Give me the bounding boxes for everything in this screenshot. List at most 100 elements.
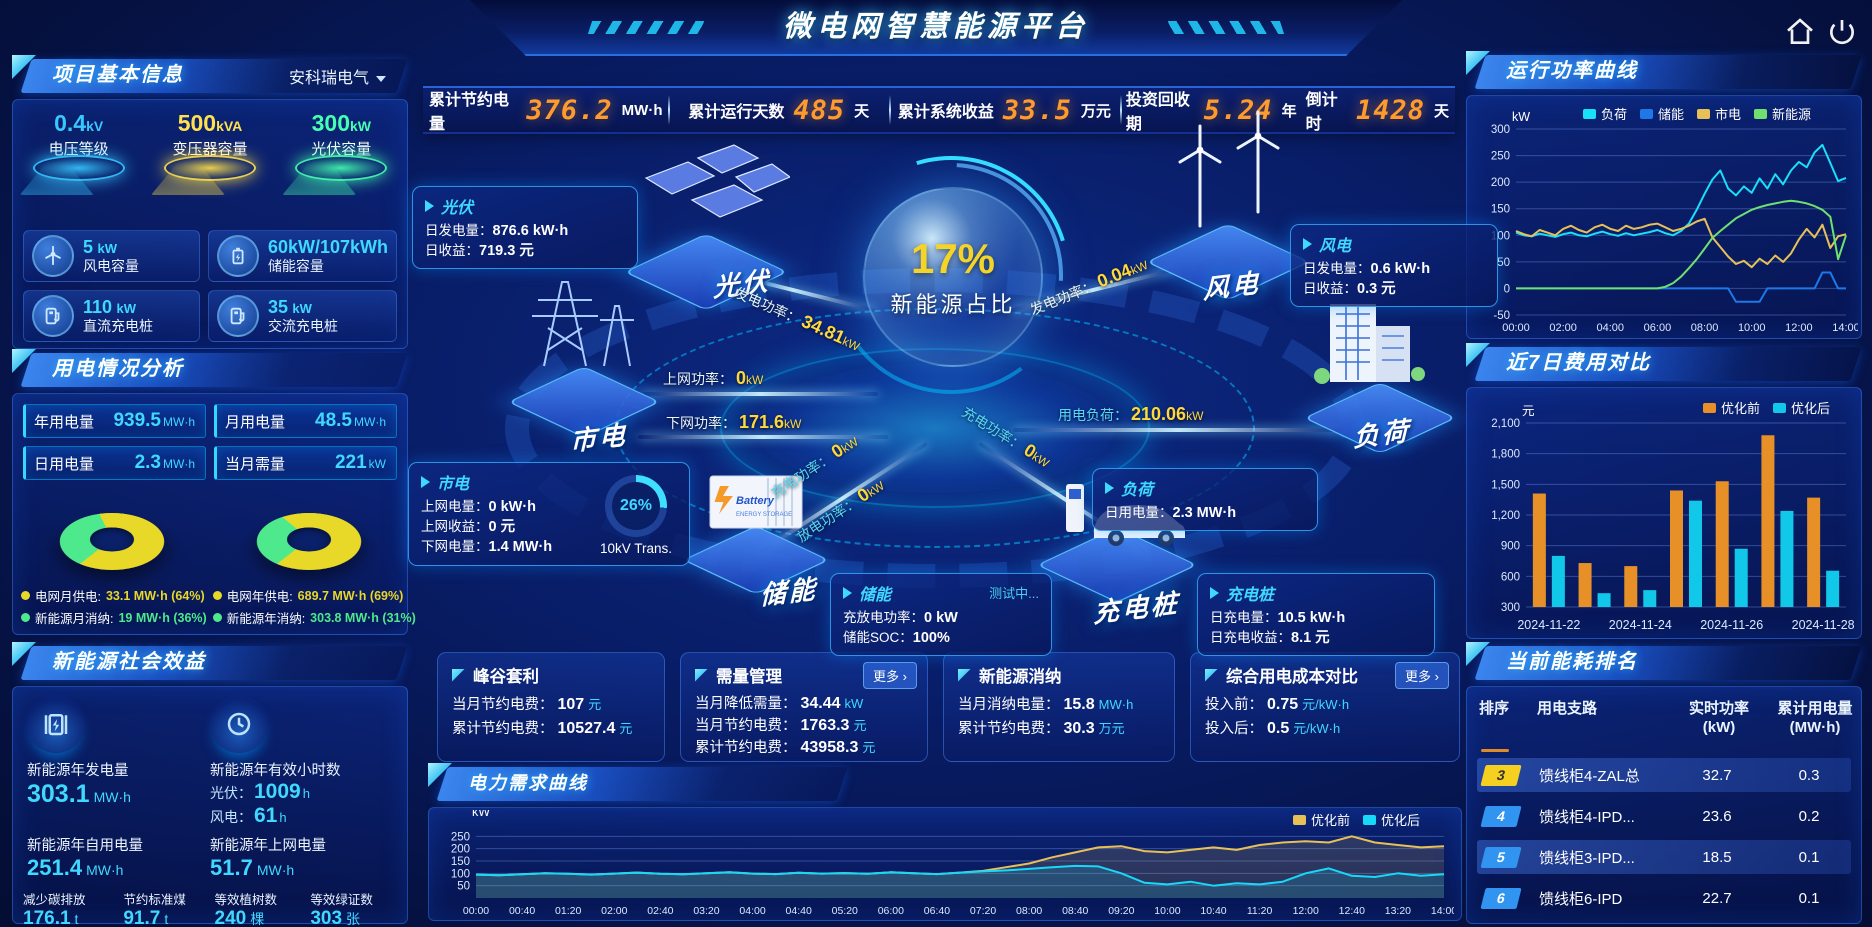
panel-power-usage: 用电情况分析 年用电量 939.5 MW·h 月用电量 48.5 MW·h 日用电量… (12, 349, 416, 635)
svg-text:300: 300 (1501, 602, 1520, 614)
realtime-power: 22.7 (1702, 889, 1732, 907)
benefit-coal-saved: 节约标准煤 91.7 t (123, 893, 186, 927)
company-selector[interactable]: 安科瑞电气 (289, 64, 386, 88)
storage-info-card: 储能 测试中... 充放电功率：0 kW 储能SOC：100% (830, 573, 1052, 656)
svg-text:2,100: 2,100 (1491, 418, 1520, 430)
panel-project-info: 项目基本信息 安科瑞电气 0.4kV 电压等级 500kVA 变压器容量 300… (12, 55, 408, 349)
svg-text:14:00: 14:00 (1431, 905, 1454, 917)
rank-badge: 4 (1480, 805, 1522, 827)
arrow-icon (1303, 238, 1312, 250)
svg-text:2024-11-24: 2024-11-24 (1609, 618, 1672, 632)
benefit-self-use: 新能源年自用电量 251.4 MW·h (27, 838, 143, 880)
ranking-row[interactable]: 5 馈线柜3-IPD... 18.5 0.1 (1477, 840, 1851, 874)
svg-text:200: 200 (451, 844, 470, 856)
benefit-annual-generation: 新能源年发电量 303.1 MW·h (27, 695, 210, 828)
charger-icon (32, 295, 74, 337)
energy-flow-diagram: 17% 新能源占比 光伏 风电 (408, 96, 1498, 656)
home-icon[interactable] (1784, 16, 1816, 48)
svg-text:2024-11-22: 2024-11-22 (1517, 618, 1580, 632)
metric-voltage-level: 0.4kV 电压等级 (19, 110, 138, 222)
glow-disc (163, 155, 256, 181)
donut-year-chart (244, 496, 374, 582)
card-demand-mgmt: 需量管理 更多 › 当月降低需量： 34.44 kW 当月节约电费： 1763.3 元 … (680, 652, 928, 762)
wind-turbines-icon (1178, 110, 1280, 228)
svg-text:07:20: 07:20 (970, 905, 996, 917)
stat-month-usage: 月用电量 48.5 MW·h (214, 404, 397, 438)
ranking-row[interactable]: 3 馈线柜4-ZAL总 32.7 0.3 (1477, 758, 1851, 792)
svg-text:100: 100 (451, 868, 470, 880)
svg-text:00:00: 00:00 (1502, 322, 1530, 334)
svg-text:00:40: 00:40 (509, 905, 535, 917)
svg-text:08:40: 08:40 (1062, 905, 1088, 917)
load-info-card: 负荷 日用电量：2.3 MW·h (1092, 468, 1318, 531)
svg-text:01:20: 01:20 (555, 905, 581, 917)
svg-text:12:00: 12:00 (1293, 905, 1319, 917)
legend-item: 优化后 (1772, 398, 1830, 417)
more-button[interactable]: 更多 › (863, 662, 917, 689)
panel-title: 用电情况分析 (52, 358, 184, 380)
svg-text:kW: kW (1512, 110, 1530, 124)
renewable-share-label: 新能源占比 (890, 292, 1016, 317)
legend-item: 优化前 (1292, 810, 1350, 829)
svg-text:12:40: 12:40 (1339, 905, 1365, 917)
pv-info-card: 光伏 日发电量：876.6 kW·h 日收益：719.3 元 (412, 186, 638, 269)
svg-text:10:40: 10:40 (1200, 905, 1226, 917)
flag-icon (452, 668, 465, 682)
ranking-rows: 3 馈线柜4-ZAL总 32.7 0.3 4 馈线柜4-IPD... 23.6 0.2 5 馈线柜… (1467, 743, 1861, 923)
svg-text:2024-11-28: 2024-11-28 (1792, 618, 1855, 632)
glow-disc (32, 155, 125, 181)
building-icon (1314, 304, 1425, 384)
legend-item: 新能源 (1754, 104, 1811, 123)
ranking-row[interactable]: 4 馈线柜4-IPD... 23.6 0.2 (1477, 799, 1851, 833)
panel-title: 当前能耗排名 (1506, 651, 1638, 673)
arrow-icon (421, 476, 430, 488)
testing-tag: 测试中... (989, 586, 1039, 601)
total-energy: 0.2 (1798, 807, 1820, 825)
svg-text:300: 300 (1491, 124, 1510, 136)
svg-text:04:00: 04:00 (1597, 322, 1625, 334)
legend-item: 电网年供电: 689.7 MW·h (69%) (212, 586, 416, 605)
svg-text:250: 250 (1491, 151, 1510, 163)
legend-item: 优化前 (1702, 398, 1760, 417)
panel-title: 运行功率曲线 (1506, 60, 1638, 82)
card-storage-capacity: 60kW/107kWh 储能容量 (207, 230, 397, 282)
wind-info-card: 风电 日发电量：0.6 kW·h 日收益：0.3 元 (1290, 224, 1498, 307)
svg-text:03:20: 03:20 (693, 905, 719, 917)
flow-grid-down: 下网功率： 171.6kW (666, 412, 802, 432)
svg-text:06:00: 06:00 (878, 905, 904, 917)
ranking-row[interactable]: 6 馈线柜6-IPD 22.7 0.1 (1477, 881, 1851, 915)
donut-month-chart (47, 496, 177, 582)
demand-legend: 优化前 优化后 (1292, 810, 1433, 829)
svg-text:10:00: 10:00 (1154, 905, 1180, 917)
metric-transformer-capacity: 500kVA 变压器容量 (150, 110, 269, 222)
branch-name: 馈线柜4-IPD... (1539, 808, 1635, 826)
battery-icon (216, 235, 259, 277)
rank-badge: 3 (1480, 764, 1522, 786)
cost-compare-legend: 优化前 优化后 (1702, 398, 1843, 417)
svg-text:14:00: 14:00 (1832, 322, 1858, 334)
svg-text:900: 900 (1501, 541, 1520, 553)
card-wind-capacity: 5 kW 风电容量 (23, 230, 200, 282)
panel-title: 项目基本信息 (52, 64, 184, 86)
svg-text:50: 50 (457, 881, 470, 893)
benefit-co2-reduced: 减少碳排放 176.1 t (23, 893, 86, 927)
svg-text:200: 200 (1491, 177, 1510, 189)
node-label-storage: 储能 (760, 573, 818, 611)
svg-text:50: 50 (1497, 257, 1510, 269)
branch-name: 馈线柜6-IPD (1539, 890, 1623, 908)
panel-title: 新能源社会效益 (52, 651, 206, 673)
more-button[interactable]: 更多 › (1395, 662, 1449, 689)
total-energy: 0.1 (1798, 848, 1820, 866)
svg-text:06:40: 06:40 (924, 905, 950, 917)
power-icon[interactable] (1826, 16, 1858, 48)
arrow-icon (1105, 482, 1114, 494)
panel-cost-compare: 近7日费用对比 优化前 优化后 300 600 900 1,200 1,500 1,800 2… (1466, 343, 1862, 639)
renewable-share-sphere: 17% 新能源占比 (863, 187, 1043, 367)
flag-icon (1205, 668, 1218, 682)
svg-text:250: 250 (451, 831, 470, 843)
flow-load-power: 用电负荷： 210.06kW (1058, 404, 1204, 424)
